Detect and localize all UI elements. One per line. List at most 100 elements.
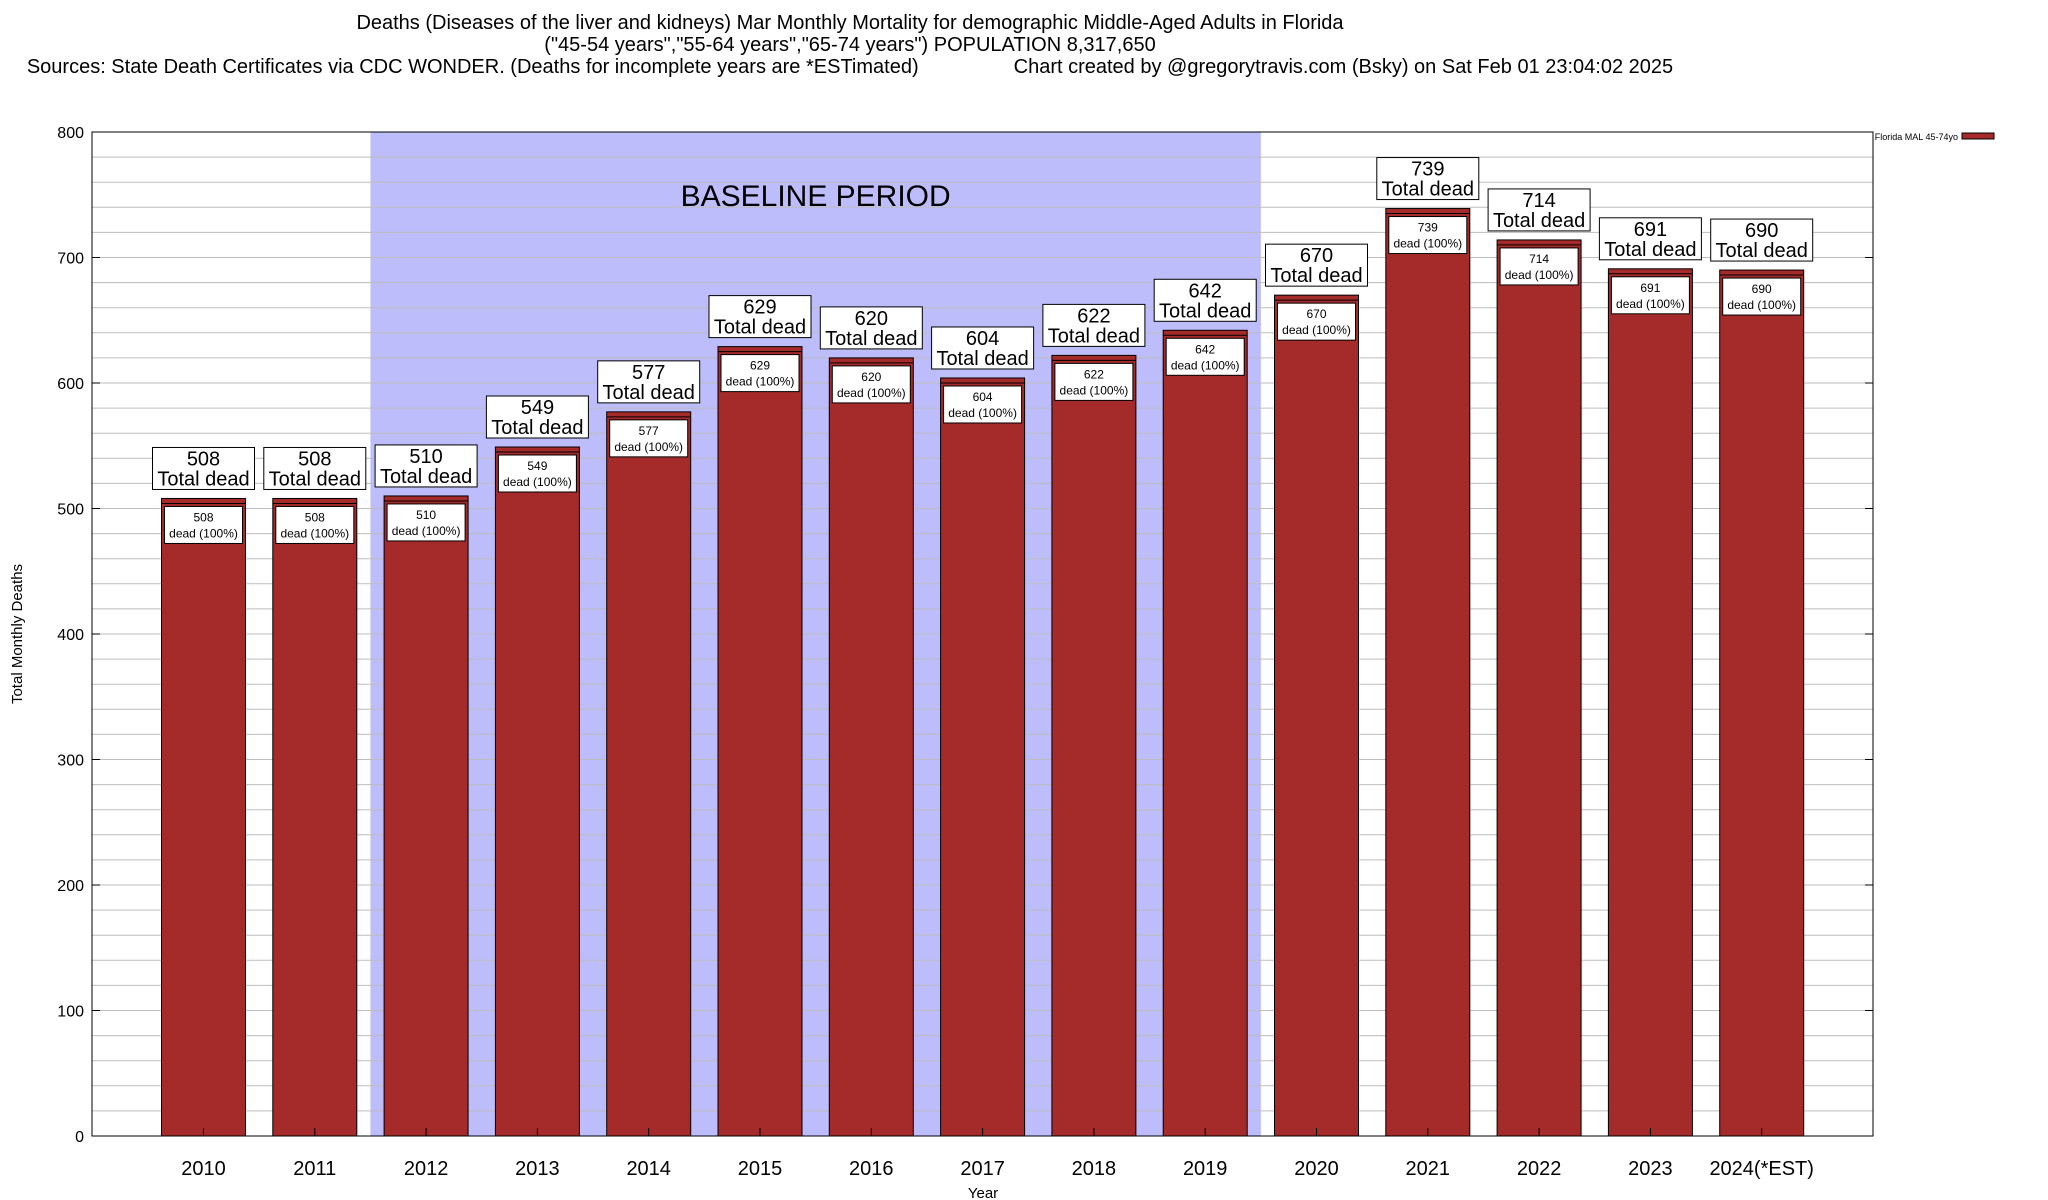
inner-value-label: 629 <box>750 359 770 373</box>
total-text-label: Total dead <box>603 382 695 404</box>
total-value-label: 670 <box>1300 245 1333 267</box>
inner-label-box <box>1165 337 1245 376</box>
y-tick-label: 600 <box>57 376 84 393</box>
inner-value-label: 691 <box>1640 281 1660 295</box>
inner-label-box <box>497 454 577 493</box>
total-value-label: 604 <box>966 328 999 350</box>
bar <box>161 497 246 1137</box>
total-label-box <box>819 306 923 350</box>
inner-label-box <box>386 503 466 542</box>
total-text-label: Total dead <box>1270 265 1362 287</box>
inner-label-box <box>1722 277 1802 316</box>
total-value-label: 549 <box>521 397 554 419</box>
inner-label-box <box>720 354 800 393</box>
total-text-label: Total dead <box>491 417 583 439</box>
bar <box>828 357 914 1137</box>
bar <box>272 497 358 1137</box>
inner-value-label: 642 <box>1195 342 1215 356</box>
chart-source: Sources: State Death Certificates via CD… <box>26 56 919 78</box>
total-value-label: 714 <box>1522 190 1555 212</box>
bar <box>1274 294 1359 1137</box>
inner-label-box <box>1499 247 1579 286</box>
total-value-label: 629 <box>743 297 776 319</box>
total-value-label: 642 <box>1189 280 1222 302</box>
x-tick-label: 2021 <box>1406 1158 1451 1180</box>
x-tick-label: 2022 <box>1517 1158 1562 1180</box>
inner-value-label: 620 <box>861 370 881 384</box>
bar <box>606 411 692 1137</box>
total-value-label: 510 <box>409 446 442 468</box>
total-label-box <box>374 444 478 488</box>
inner-value-label: 508 <box>193 510 213 524</box>
total-label-box <box>1042 303 1146 347</box>
inner-percent-label: dead (100%) <box>614 440 683 454</box>
total-text-label: Total dead <box>157 468 249 490</box>
total-text-label: Total dead <box>1716 240 1808 262</box>
bar <box>1719 269 1805 1137</box>
inner-percent-label: dead (100%) <box>392 524 461 538</box>
inner-label-box <box>275 505 355 544</box>
x-tick-label: 2014 <box>626 1158 671 1180</box>
total-text-label: Total dead <box>714 317 806 339</box>
inner-label-box <box>943 385 1023 424</box>
total-value-label: 508 <box>187 448 220 470</box>
y-tick-label: 700 <box>57 251 84 268</box>
inner-percent-label: dead (100%) <box>1171 358 1240 372</box>
inner-value-label: 670 <box>1306 307 1326 321</box>
x-tick-label: 2015 <box>738 1158 783 1180</box>
total-value-label: 620 <box>855 308 888 330</box>
x-tick-label: 2020 <box>1294 1158 1339 1180</box>
bar <box>383 495 469 1137</box>
total-label-box <box>1710 218 1814 262</box>
total-label-box <box>1153 278 1257 322</box>
inner-percent-label: dead (100%) <box>1393 237 1462 251</box>
total-value-label: 739 <box>1411 159 1444 181</box>
inner-label-box <box>1277 302 1356 341</box>
total-text-label: Total dead <box>1382 179 1474 201</box>
total-value-label: 508 <box>298 448 331 470</box>
total-label-box <box>708 295 812 339</box>
y-tick-label: 0 <box>75 1129 84 1146</box>
baseline-period-label: BASELINE PERIOD <box>681 180 951 213</box>
y-tick-label: 500 <box>57 502 84 519</box>
total-label-box <box>485 395 589 439</box>
inner-label-box <box>1388 216 1468 255</box>
chart-title-block: Deaths (Diseases of the liver and kidney… <box>0 12 1700 78</box>
bar <box>1385 208 1471 1137</box>
x-tick-label: 2017 <box>960 1158 1005 1180</box>
total-label-box <box>152 446 255 490</box>
total-label-box <box>1598 217 1702 261</box>
total-label-box <box>1487 188 1591 232</box>
chart-title: Deaths (Diseases of the liver and kidney… <box>356 12 1344 34</box>
inner-value-label: 690 <box>1752 282 1772 296</box>
total-text-label: Total dead <box>1604 239 1696 261</box>
inner-value-label: 714 <box>1529 252 1549 266</box>
x-tick-label: 2012 <box>404 1158 449 1180</box>
inner-percent-label: dead (100%) <box>1505 268 1574 282</box>
x-tick-label: 2011 <box>293 1158 336 1180</box>
x-tick-label: 2018 <box>1072 1158 1117 1180</box>
inner-value-label: 577 <box>639 424 659 438</box>
inner-percent-label: dead (100%) <box>726 375 795 389</box>
bar <box>494 446 580 1137</box>
legend-swatch <box>1961 132 1995 140</box>
total-label-box <box>1265 243 1368 287</box>
inner-value-label: 622 <box>1084 367 1104 381</box>
total-value-label: 577 <box>632 362 665 384</box>
x-tick-label: 2024(*EST) <box>1709 1158 1814 1180</box>
y-tick-label: 100 <box>57 1004 84 1021</box>
total-text-label: Total dead <box>1159 300 1251 322</box>
x-tick-label: 2013 <box>515 1158 560 1180</box>
inner-label-box <box>164 505 243 544</box>
y-tick-label: 800 <box>57 125 84 142</box>
inner-percent-label: dead (100%) <box>1060 383 1129 397</box>
bar <box>1496 239 1582 1137</box>
total-text-label: Total dead <box>936 348 1028 370</box>
total-text-label: Total dead <box>380 466 472 488</box>
total-label-box <box>931 326 1035 370</box>
total-text-label: Total dead <box>1493 210 1585 232</box>
bar <box>717 346 803 1137</box>
legend: Florida MAL 45-74yo <box>1875 132 1995 142</box>
y-tick-label: 200 <box>57 878 84 895</box>
